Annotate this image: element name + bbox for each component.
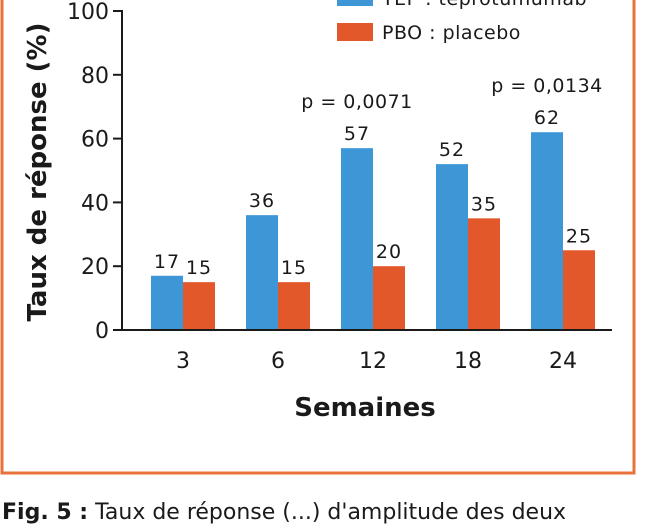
data-label: 20 [376, 241, 402, 263]
x-tick-label: 3 [176, 349, 190, 374]
legend-label-pbo: PBO : placebo [382, 22, 521, 44]
bar-tep-12 [341, 148, 373, 330]
x-tick-label: 6 [271, 349, 285, 374]
data-label: 15 [186, 257, 212, 279]
legend-swatch-tep [337, 0, 373, 6]
y-tick-label: 40 [81, 191, 109, 216]
bars: 17 15 36 15 57 20 52 35 62 25 [151, 107, 595, 330]
caption-text: Taux de réponse (...) d'amplitude des de… [95, 500, 567, 525]
data-label: 35 [471, 193, 497, 215]
p-value-annotation: p = 0,0134 [491, 75, 603, 97]
data-label: 62 [534, 107, 560, 129]
frame-border [0, 0, 636, 475]
x-tick-label: 18 [454, 349, 482, 374]
data-label: 52 [439, 139, 465, 161]
bar-pbo-12 [373, 266, 405, 330]
data-label: 36 [249, 190, 275, 212]
y-tick-label: 80 [81, 64, 109, 89]
p-value-annotation: p = 0,0071 [301, 91, 413, 113]
bar-pbo-24 [563, 250, 595, 330]
bar-tep-24 [531, 132, 563, 330]
legend: TEP : teprotumumab PBO : placebo [337, 0, 587, 44]
bar-pbo-6 [278, 282, 310, 330]
y-tick-label: 20 [81, 255, 109, 280]
data-label: 17 [154, 251, 180, 273]
y-axis: 0 20 40 60 80 100 [67, 0, 123, 344]
legend-swatch-pbo [337, 23, 373, 41]
bar-tep-3 [151, 275, 183, 330]
x-tick-label: 12 [359, 349, 387, 374]
y-tick-label: 0 [95, 319, 109, 344]
bar-pbo-18 [468, 218, 500, 330]
y-tick-label: 60 [81, 128, 109, 153]
annotations: p = 0,0071 p = 0,0134 [301, 75, 603, 113]
data-label: 25 [566, 225, 592, 247]
bar-pbo-3 [183, 282, 215, 330]
caption-label: Fig. 5 : [2, 500, 89, 525]
data-label: 15 [281, 257, 307, 279]
bar-tep-6 [246, 215, 278, 330]
x-axis: 3 6 12 18 24 [122, 329, 612, 374]
bar-tep-18 [436, 164, 468, 330]
x-tick-label: 24 [549, 349, 577, 374]
figure-caption: Fig. 5 : Taux de réponse (...) d'amplitu… [2, 500, 566, 525]
y-axis-title: Taux de réponse (%) [23, 23, 53, 322]
y-tick-label: 100 [67, 0, 109, 25]
data-label: 57 [344, 123, 370, 145]
legend-label-tep: TEP : teprotumumab [381, 0, 587, 10]
x-axis-title: Semaines [294, 393, 436, 423]
